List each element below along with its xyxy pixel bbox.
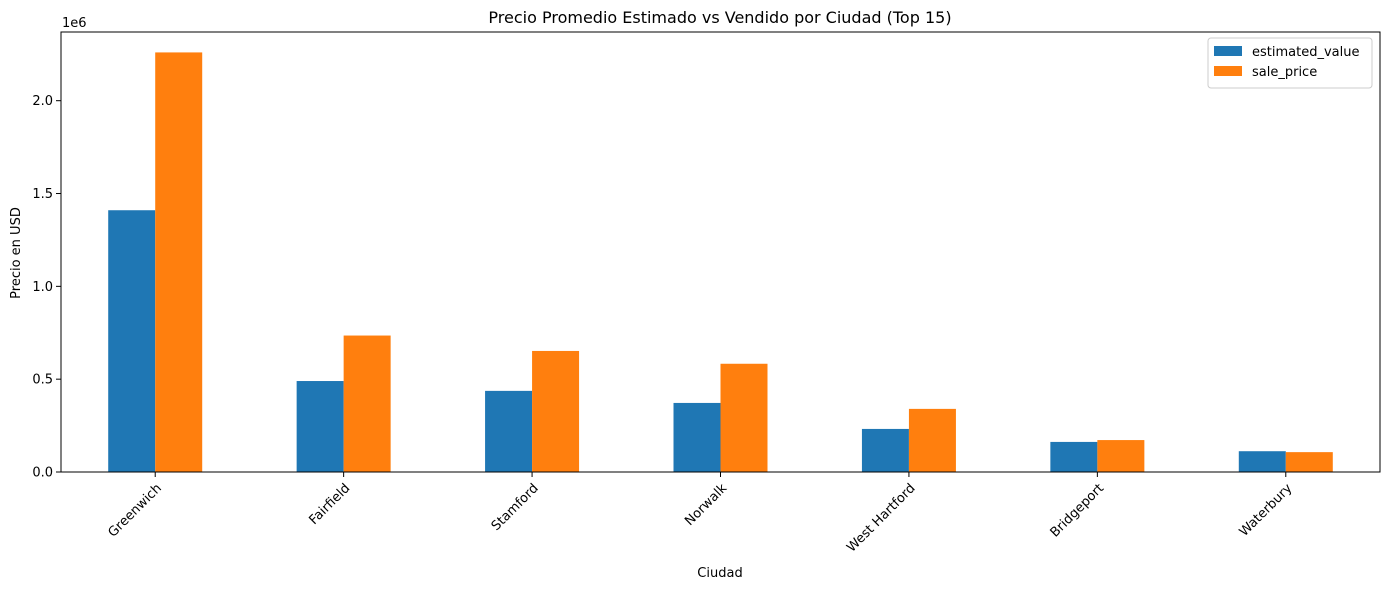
y-tick-label: 0.0 [32, 466, 53, 481]
bar-estimated-value-2 [485, 390, 533, 472]
bar-sale-price-5 [1097, 440, 1145, 472]
bar-sale-price-2 [532, 350, 580, 472]
x-tick-label: West Hartford [844, 481, 918, 555]
legend-label-sale-price: sale_price [1252, 65, 1317, 80]
y-offset-label: 1e6 [62, 16, 87, 31]
y-tick-label: 1.5 [32, 187, 53, 202]
y-axis-label: Precio en USD [9, 207, 24, 299]
x-tick-label: Stamford [489, 481, 542, 534]
bar-sale-price-4 [908, 408, 956, 472]
legend: estimated_value sale_price [1207, 37, 1373, 89]
y-tick-label: 2.0 [32, 94, 53, 109]
bar-sale-price-1 [343, 335, 391, 472]
chart-title: Precio Promedio Estimado vs Vendido por … [488, 8, 951, 27]
bar-estimated-value-5 [1050, 441, 1098, 472]
plot-area: 0.0 0.5 1.0 1.5 2.0 Greenwich Fairfield Stamfor… [32, 31, 1381, 555]
bar-estimated-value-6 [1238, 451, 1286, 472]
plot-frame [60, 31, 1381, 473]
bar-sale-price-6 [1285, 452, 1333, 472]
x-tick-label: Greenwich [105, 481, 164, 540]
bar-sale-price-0 [155, 52, 203, 473]
bar-estimated-value-3 [673, 402, 721, 472]
y-tick-label: 1.0 [32, 280, 53, 295]
x-tick-label: Bridgeport [1048, 481, 1107, 540]
legend-label-estimated-value: estimated_value [1252, 45, 1359, 60]
x-tick-label: Fairfield [306, 481, 353, 528]
x-tick-label: Waterbury [1237, 481, 1296, 540]
y-tick-label: 0.5 [32, 373, 53, 388]
bar-estimated-value-4 [861, 428, 909, 472]
legend-swatch-estimated-value [1214, 46, 1242, 56]
bar-sale-price-3 [720, 363, 768, 472]
bar-estimated-value-0 [108, 210, 156, 473]
x-tick-label: Norwalk [682, 481, 730, 529]
x-axis-label: Ciudad [697, 566, 742, 581]
legend-swatch-sale-price [1214, 66, 1242, 76]
bar-estimated-value-1 [296, 381, 344, 472]
legend-box [1207, 37, 1373, 89]
